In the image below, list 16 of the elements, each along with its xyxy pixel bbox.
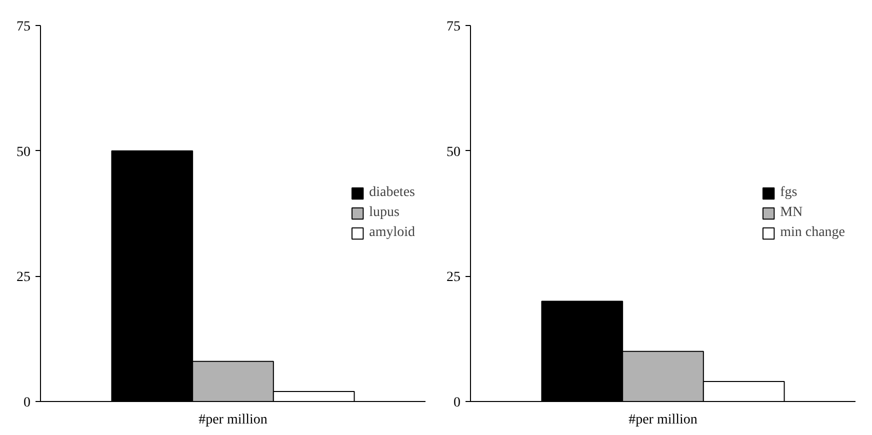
legend-label: fgs [780,185,798,201]
x-tick-label: #per million [628,412,698,428]
x-tick-label: #per million [198,412,268,428]
y-tick-label: 50 [446,144,460,160]
y-tick-label: 25 [446,270,460,286]
legend-label: min change [780,225,845,241]
y-tick-label: 50 [16,144,30,160]
y-tick-label: 0 [454,396,460,410]
y-tick-label: 25 [16,270,30,286]
y-tick-label: 0 [24,396,30,410]
y-tick-label: 75 [16,20,30,34]
legend-label: diabetes [369,185,415,201]
legend-label: MN [780,205,803,221]
y-tick-label: 75 [446,20,460,34]
legend-label: amyloid [369,225,415,241]
legend-label: lupus [369,205,400,221]
